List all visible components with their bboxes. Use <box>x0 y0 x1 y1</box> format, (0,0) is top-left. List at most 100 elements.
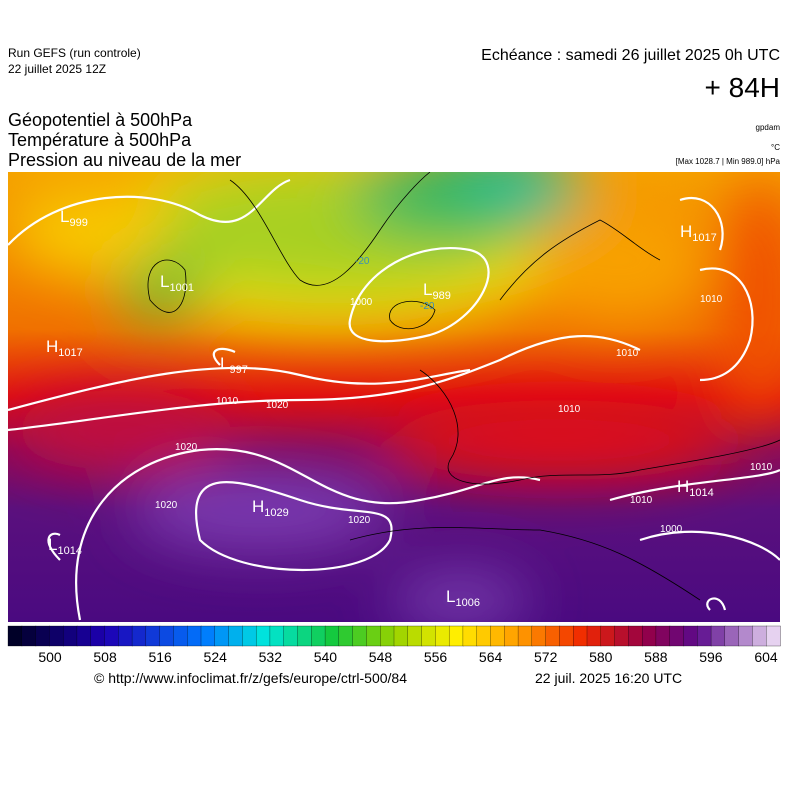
system-letter: H <box>46 337 58 356</box>
pressure-system: H1017 <box>46 337 83 359</box>
colorbar-swatch <box>476 625 492 647</box>
colorbar-swatch <box>214 625 230 647</box>
unit-label: gpdam <box>756 123 781 132</box>
temperature-label: -20 <box>355 256 370 267</box>
colorbar-tick-label: 516 <box>148 649 172 665</box>
colorbar-swatch <box>724 625 740 647</box>
system-value: 1014 <box>57 545 81 557</box>
system-letter: H <box>677 477 689 496</box>
pressure-range: [Max 1028.7 | Min 989.0] hPa <box>676 157 781 166</box>
pressure-system: L1014 <box>48 535 82 557</box>
colorbar-swatch <box>159 625 175 647</box>
colorbar-swatch <box>242 625 257 647</box>
colorbar-tick-label: 588 <box>644 649 668 665</box>
map <box>8 172 780 622</box>
colorbar-tick-label: 604 <box>754 649 778 665</box>
pressure-system: L989 <box>423 280 451 302</box>
colorbar-swatch <box>338 625 354 647</box>
colorbar-swatch <box>90 625 106 647</box>
system-value: 1029 <box>264 507 288 519</box>
colorbar-tick-label: 500 <box>38 649 62 665</box>
colorbar-swatch <box>490 625 505 647</box>
colorbar-swatch <box>531 625 547 647</box>
colorbar-swatch <box>407 625 423 647</box>
temperature-label: -20 <box>420 301 435 312</box>
colorbar-swatch <box>311 625 326 647</box>
pressure-system: L1006 <box>446 587 480 609</box>
colorbar-swatch <box>504 625 519 647</box>
system-value: 999 <box>69 217 87 229</box>
isobar-label: 1020 <box>155 500 178 511</box>
system-letter: H <box>680 222 692 241</box>
pressure-system: H1029 <box>252 497 289 519</box>
colorbar-swatch <box>641 625 657 647</box>
field-title: Géopotentiel à 500hPa <box>8 110 193 130</box>
field-title: Température à 500hPa <box>8 130 192 150</box>
run-label: Run GEFS (run controle) <box>8 46 141 60</box>
field-title: Pression au niveau de la mer <box>8 150 241 170</box>
system-letter: L <box>446 587 455 606</box>
valid-time: Echéance : samedi 26 juillet 2025 0h UTC <box>481 47 780 64</box>
isobar-label: 1000 <box>350 297 373 308</box>
colorbar-swatch <box>559 625 574 647</box>
system-letter: L <box>423 280 432 299</box>
colorbar-tick-label: 548 <box>369 649 393 665</box>
coastlines <box>147 172 780 601</box>
colorbar-swatch <box>173 625 188 647</box>
colorbar-swatch <box>21 625 37 647</box>
colorbar-tick-label: 572 <box>534 649 558 665</box>
colorbar-swatch <box>573 625 588 647</box>
colorbar-swatch <box>448 625 464 647</box>
system-value: 997 <box>229 364 247 376</box>
system-value: 1017 <box>58 347 82 359</box>
colorbar-swatch <box>380 625 395 647</box>
colorbar-swatch <box>76 625 92 647</box>
colorbar-swatch <box>614 625 630 647</box>
lead-time: + 84H <box>705 72 781 103</box>
isobar-label: 1020 <box>266 400 289 411</box>
colorbar-swatch <box>655 625 671 647</box>
system-value: 989 <box>432 290 450 302</box>
colorbar-swatch <box>669 625 685 647</box>
colorbar-tick-label: 524 <box>204 649 228 665</box>
colorbar-swatch <box>738 625 754 647</box>
system-value: 1014 <box>689 487 713 499</box>
colorbar-swatch <box>710 625 726 647</box>
colorbar-tick-label: 580 <box>589 649 613 665</box>
pressure-system: H1014 <box>677 477 714 499</box>
colorbar-swatch <box>228 625 244 647</box>
colorbar-swatch <box>545 625 561 647</box>
isobar-label: 1000 <box>660 524 683 535</box>
system-letter: L <box>60 207 69 226</box>
run-date: 22 juillet 2025 12Z <box>8 62 106 76</box>
colorbar-tick-label: 596 <box>699 649 723 665</box>
colorbar-swatch <box>352 625 368 647</box>
system-letter: L <box>48 535 57 554</box>
system-letter: L <box>160 272 169 291</box>
colorbar-swatch <box>200 625 216 647</box>
unit-label: °C <box>771 143 780 152</box>
colorbar-swatch <box>35 625 51 647</box>
colorbar-swatch <box>435 625 450 647</box>
colorbar-swatch <box>683 625 698 647</box>
system-letter: H <box>252 497 264 516</box>
isobar-label: 1010 <box>558 404 581 415</box>
colorbar-tick-label: 556 <box>424 649 448 665</box>
system-value: 1001 <box>169 282 193 294</box>
colorbar-swatch <box>187 625 202 647</box>
footer-url: © http://www.infoclimat.fr/z/gefs/europe… <box>94 670 407 686</box>
isobar-label: 1010 <box>750 462 773 473</box>
colorbar-swatch <box>462 625 478 647</box>
temperature-field <box>10 172 780 622</box>
colorbar-swatch <box>421 625 437 647</box>
colorbar-swatch <box>628 625 643 647</box>
isobar-label: 1020 <box>175 442 198 453</box>
isobar-label: 1010 <box>700 294 723 305</box>
colorbar-swatch <box>118 625 133 647</box>
colorbar-swatch <box>104 625 119 647</box>
colorbar-swatch <box>697 625 712 647</box>
colorbar-swatch <box>283 625 299 647</box>
colorbar-swatch <box>269 625 285 647</box>
